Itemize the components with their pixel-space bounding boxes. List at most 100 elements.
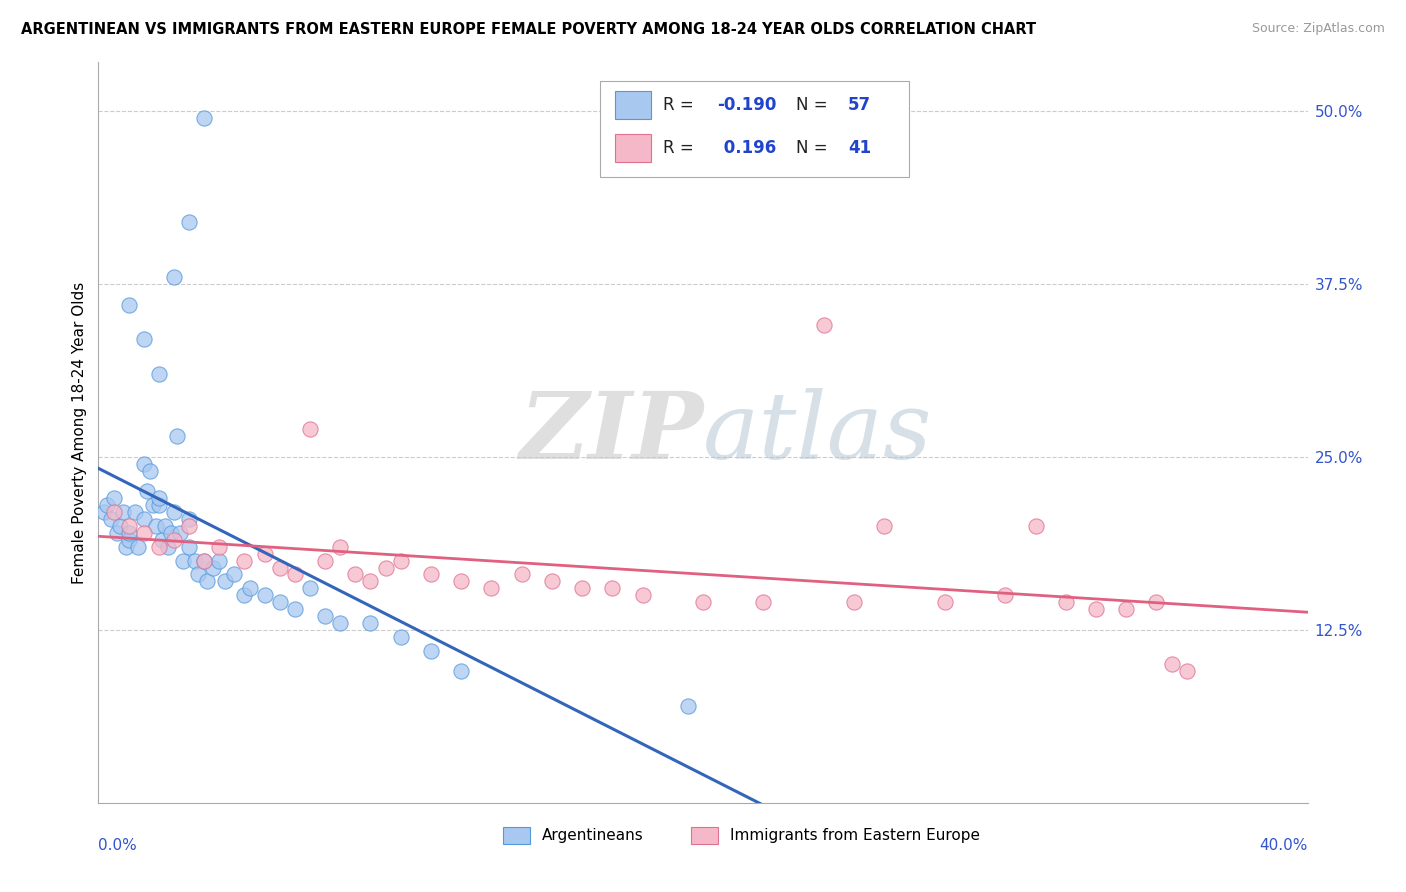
Point [163, 533, 186, 547]
Point [148, 498, 170, 512]
Point [314, 609, 336, 624]
Point [374, 560, 396, 574]
Point [253, 588, 276, 602]
Point [145, 519, 167, 533]
Point [179, 214, 201, 228]
Point [284, 567, 307, 582]
Point [93, 505, 115, 519]
Point [994, 588, 1017, 602]
Point [420, 567, 443, 582]
Point [148, 367, 170, 381]
Point [602, 582, 624, 596]
Point [105, 525, 128, 540]
Point [224, 567, 246, 582]
Point [214, 574, 236, 589]
Point [314, 554, 336, 568]
Point [934, 595, 956, 609]
Point [269, 560, 291, 574]
Point [118, 525, 141, 540]
Point [692, 595, 714, 609]
Point [193, 554, 215, 568]
Point [1160, 657, 1182, 672]
Point [389, 554, 412, 568]
Point [150, 533, 173, 547]
FancyBboxPatch shape [614, 134, 651, 161]
Point [193, 554, 215, 568]
Point [329, 615, 352, 630]
Point [329, 540, 352, 554]
Text: R =: R = [664, 96, 699, 114]
Point [148, 491, 170, 506]
Point [510, 567, 533, 582]
Point [239, 582, 262, 596]
Text: ZIP: ZIP [519, 388, 703, 477]
Point [420, 643, 443, 657]
Point [873, 519, 896, 533]
Point [160, 525, 183, 540]
Point [103, 505, 125, 519]
FancyBboxPatch shape [600, 81, 908, 178]
Point [172, 554, 194, 568]
Point [111, 505, 134, 519]
Point [187, 567, 209, 582]
Text: R =: R = [664, 138, 699, 157]
Point [135, 484, 157, 499]
Point [118, 519, 141, 533]
Point [114, 540, 136, 554]
FancyBboxPatch shape [503, 827, 530, 844]
Point [142, 498, 165, 512]
Point [269, 595, 291, 609]
Point [202, 560, 225, 574]
Text: atlas: atlas [703, 388, 932, 477]
Point [389, 630, 412, 644]
Point [676, 698, 699, 713]
Point [450, 574, 472, 589]
Point [169, 525, 191, 540]
Point [1115, 602, 1137, 616]
Point [193, 111, 215, 125]
Point [481, 582, 503, 596]
Point [132, 332, 155, 346]
Text: Argentineans: Argentineans [543, 828, 644, 843]
Point [571, 582, 593, 596]
Point [132, 457, 155, 471]
Point [179, 519, 201, 533]
Point [156, 540, 179, 554]
Point [360, 615, 382, 630]
Point [148, 540, 170, 554]
Text: N =: N = [796, 138, 832, 157]
Point [813, 318, 835, 333]
Point [124, 505, 146, 519]
Point [450, 665, 472, 679]
FancyBboxPatch shape [690, 827, 717, 844]
Point [127, 540, 149, 554]
Point [132, 525, 155, 540]
Point [631, 588, 654, 602]
Point [166, 429, 188, 443]
Point [184, 554, 207, 568]
Point [1085, 602, 1108, 616]
Point [344, 567, 367, 582]
Point [1144, 595, 1167, 609]
Text: Source: ZipAtlas.com: Source: ZipAtlas.com [1251, 22, 1385, 36]
Point [179, 512, 201, 526]
Point [208, 554, 231, 568]
Text: 40.0%: 40.0% [1260, 838, 1308, 854]
Point [163, 269, 186, 284]
Point [208, 540, 231, 554]
Point [752, 595, 775, 609]
Point [253, 547, 276, 561]
Point [118, 297, 141, 311]
Point [132, 512, 155, 526]
FancyBboxPatch shape [614, 91, 651, 120]
Text: -0.190: -0.190 [717, 96, 778, 114]
Point [540, 574, 562, 589]
Point [153, 519, 176, 533]
Text: Immigrants from Eastern Europe: Immigrants from Eastern Europe [730, 828, 980, 843]
Text: 41: 41 [848, 138, 872, 157]
Point [179, 540, 201, 554]
Point [844, 595, 866, 609]
Text: N =: N = [796, 96, 832, 114]
Point [232, 588, 254, 602]
Point [1175, 665, 1198, 679]
